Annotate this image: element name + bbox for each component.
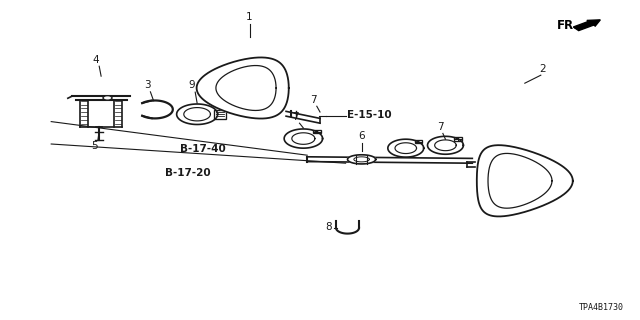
Text: 5: 5 <box>92 141 98 151</box>
Bar <box>313 130 321 133</box>
Text: TPA4B1730: TPA4B1730 <box>579 303 624 312</box>
Circle shape <box>103 96 112 100</box>
Polygon shape <box>196 58 289 118</box>
Text: 9: 9 <box>189 80 195 90</box>
Text: 7: 7 <box>437 122 444 132</box>
Text: FR.: FR. <box>557 19 579 32</box>
Bar <box>415 140 422 143</box>
Bar <box>214 110 226 119</box>
FancyArrow shape <box>573 20 600 31</box>
Text: 6: 6 <box>358 132 365 141</box>
Polygon shape <box>477 145 573 216</box>
Polygon shape <box>348 155 376 164</box>
Text: 4: 4 <box>93 55 99 65</box>
Text: B-17-40: B-17-40 <box>180 144 226 154</box>
Text: 7: 7 <box>310 95 317 105</box>
Bar <box>454 137 462 140</box>
Text: 1: 1 <box>246 12 253 22</box>
Text: 3: 3 <box>144 80 150 90</box>
Text: 7: 7 <box>292 112 299 122</box>
Text: B-17-20: B-17-20 <box>165 168 211 178</box>
Text: 2: 2 <box>540 64 546 74</box>
Text: E-15-10: E-15-10 <box>347 110 392 120</box>
Text: 8: 8 <box>325 222 332 232</box>
